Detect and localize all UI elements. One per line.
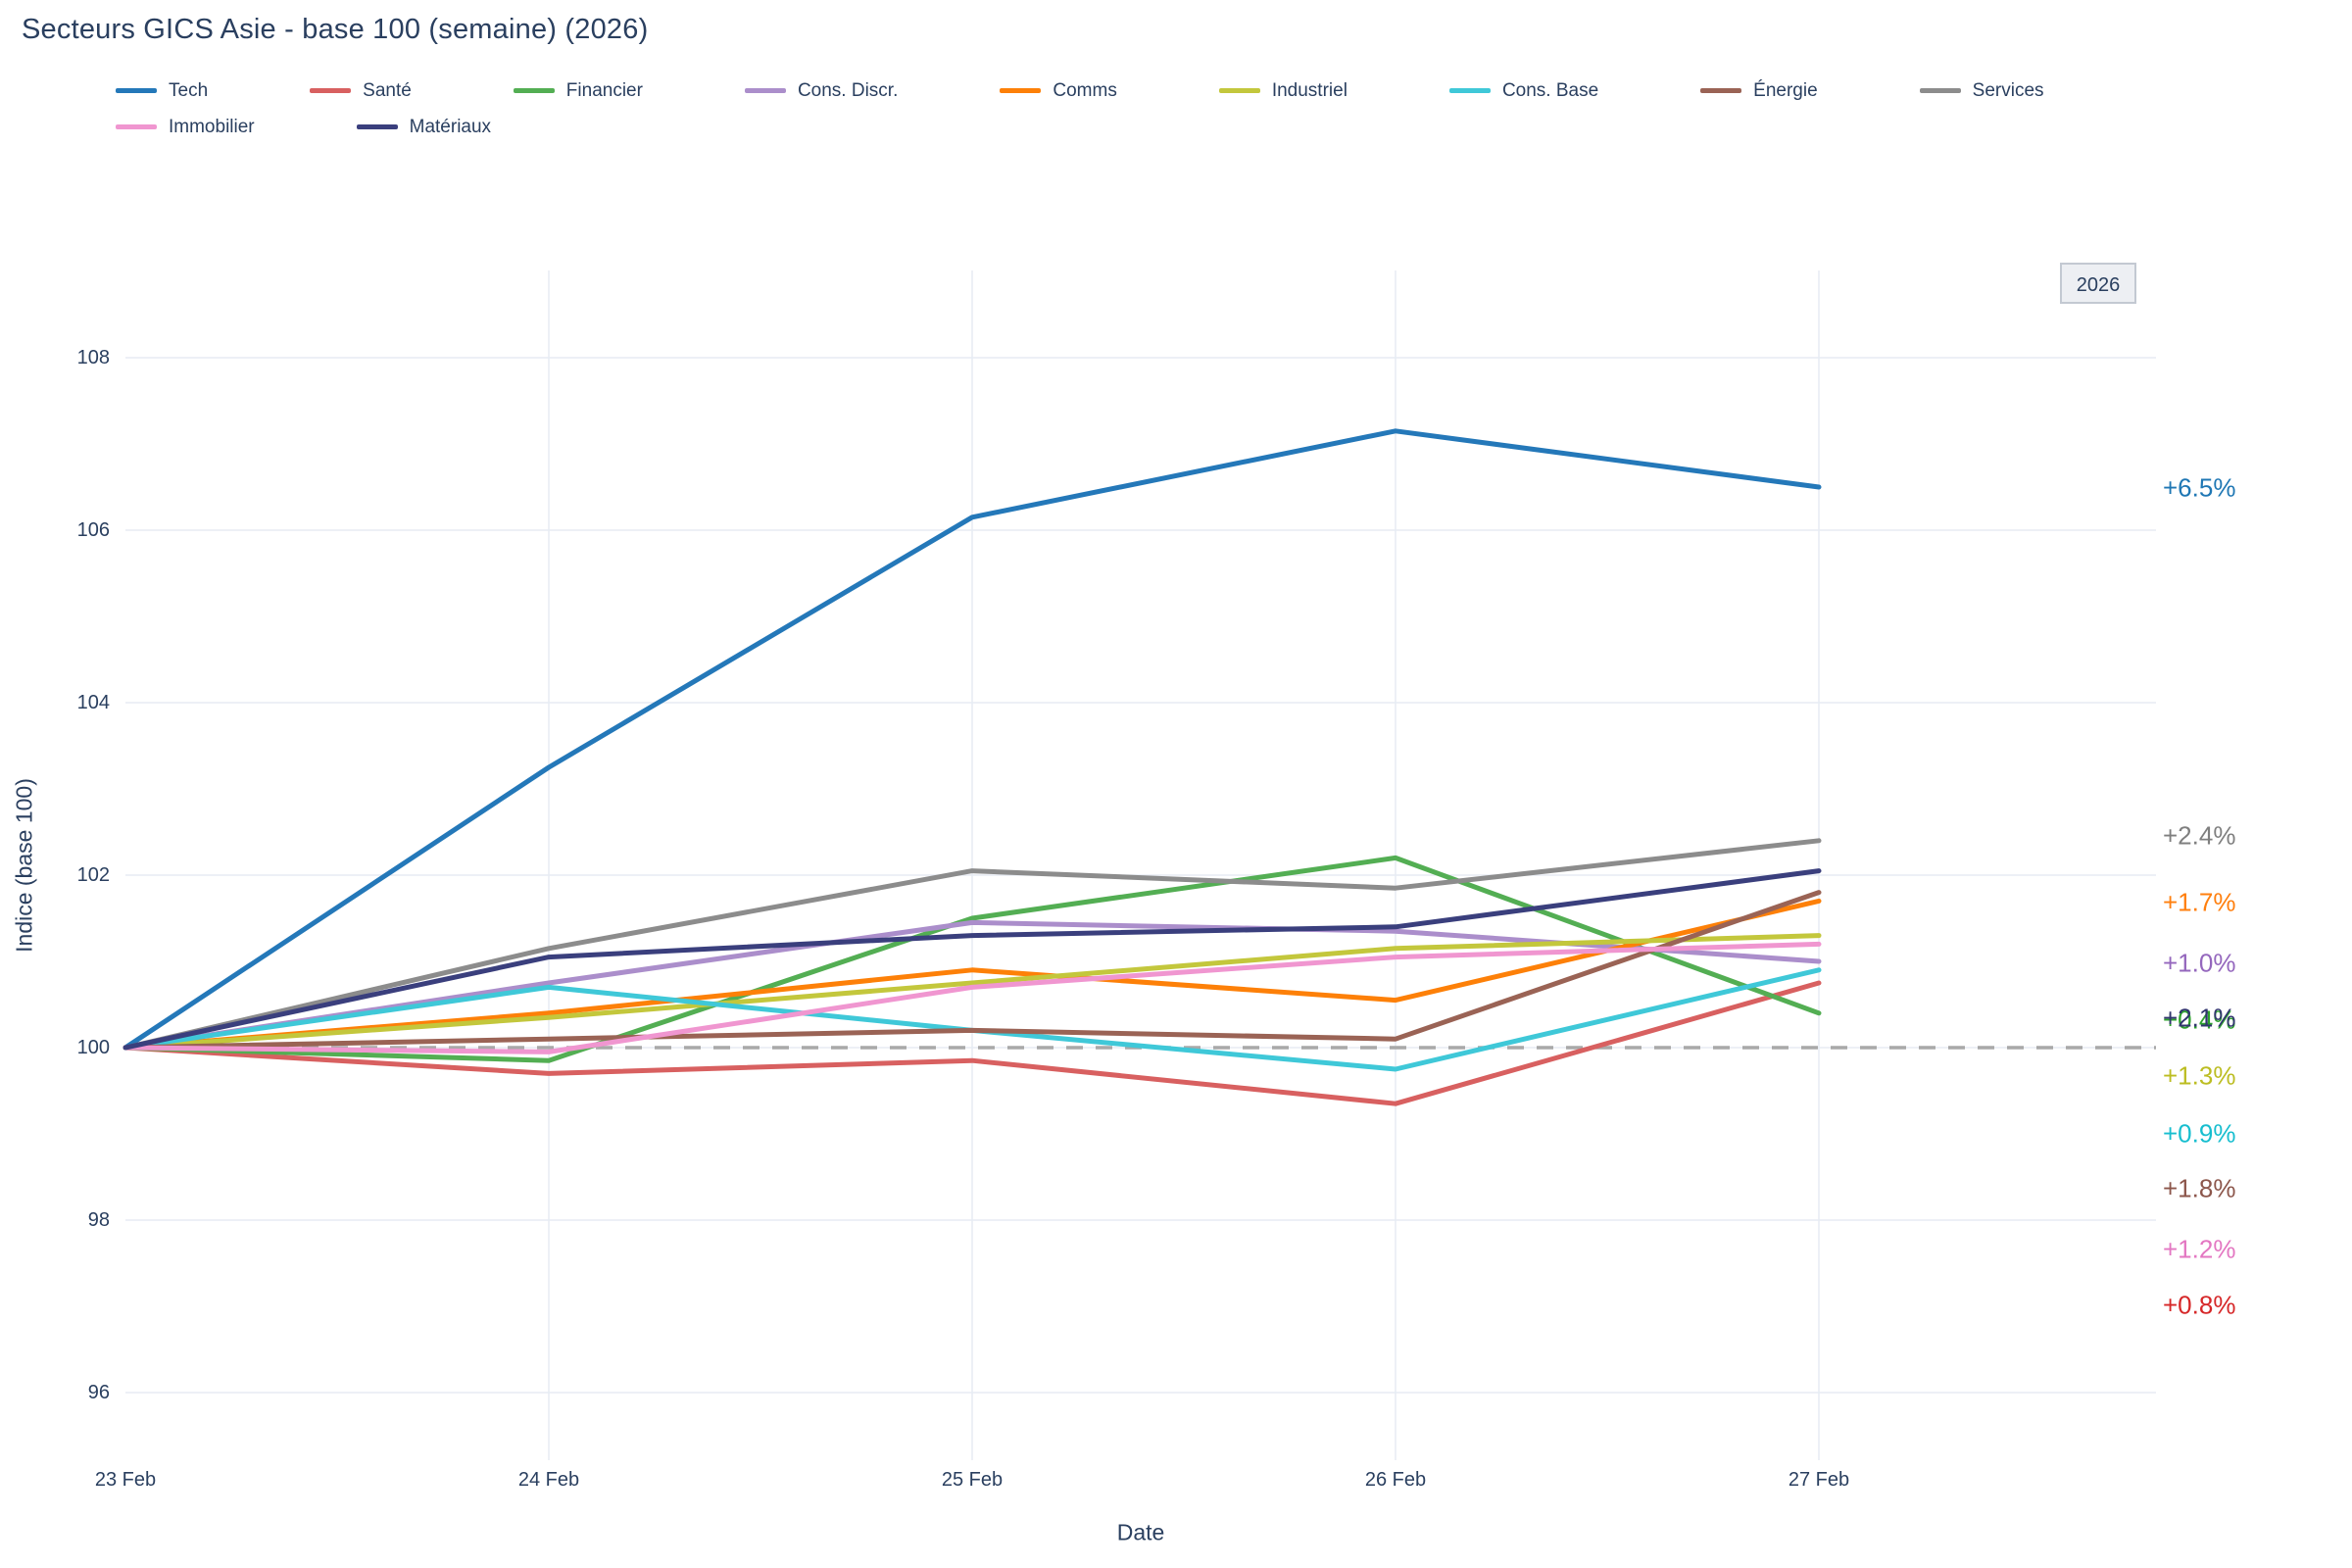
series-line-cons-discr-[interactable] xyxy=(122,919,1822,1051)
series-line-services[interactable] xyxy=(122,838,1822,1051)
series-end-label--nergie: +1.8% xyxy=(2163,1173,2236,1203)
legend-item--nergie[interactable]: Énergie xyxy=(1700,80,1818,102)
y-tick-label: 102 xyxy=(76,864,110,886)
series-line-comms[interactable] xyxy=(122,898,1822,1051)
legend-item-comms[interactable]: Comms xyxy=(1000,79,1117,102)
legend-item-label: Santé xyxy=(363,79,412,101)
series-line-mat-riaux[interactable] xyxy=(122,868,1822,1051)
series-line-immobilier[interactable] xyxy=(122,941,1822,1054)
legend-item-label: Cons. Base xyxy=(1501,79,1599,101)
x-tick-label: 27 Feb xyxy=(1788,1469,1850,1491)
legend-item-label: Services xyxy=(1972,79,2044,101)
series-end-label-cons-discr-: +1.0% xyxy=(2163,948,2236,978)
legend-swatch-icon xyxy=(1218,88,1260,93)
series-end-label-financier: +0.4% xyxy=(2163,1004,2236,1035)
legend-item-label: Immobilier xyxy=(169,116,255,137)
x-axis-title: Date xyxy=(1116,1519,1165,1545)
series-end-label-industriel: +1.3% xyxy=(2163,1060,2236,1091)
legend-item-label: Financier xyxy=(565,79,643,101)
legend-item-services[interactable]: Services xyxy=(1919,79,2044,102)
series-end-label-immobilier: +1.2% xyxy=(2163,1234,2236,1264)
y-tick-label: 108 xyxy=(76,347,110,368)
legend-row: Tech Santé Financier Cons. Discr. Comms Indus… xyxy=(116,73,2044,109)
series-end-label-comms: +1.7% xyxy=(2163,887,2236,917)
y-tick-label: 106 xyxy=(76,519,110,541)
legend-item-cons-base[interactable]: Cons. Base xyxy=(1448,79,1599,102)
series-end-label-mat-riaux: +2.1% xyxy=(2163,1003,2236,1033)
legend-swatch-icon xyxy=(116,124,157,129)
legend-item-sant-[interactable]: Santé xyxy=(310,80,412,102)
legend-row: Immobilier Matériaux xyxy=(116,109,2044,145)
legend: Tech Santé Financier Cons. Discr. Comms Indus… xyxy=(116,73,2044,145)
y-axis-title: Indice (base 100) xyxy=(11,778,37,953)
legend-item-mat-riaux[interactable]: Matériaux xyxy=(356,116,492,138)
x-tick-label: 26 Feb xyxy=(1364,1469,1427,1491)
legend-swatch-icon xyxy=(1000,88,1042,93)
legend-item-label: Énergie xyxy=(1753,79,1818,101)
year-annotation-badge: 2026 xyxy=(2060,263,2136,304)
series-end-label-cons-base: +0.9% xyxy=(2163,1118,2236,1149)
legend-item-industriel[interactable]: Industriel xyxy=(1218,79,1348,102)
y-tick-label: 96 xyxy=(87,1382,110,1403)
legend-swatch-icon xyxy=(744,88,786,93)
x-tick-label: 24 Feb xyxy=(517,1469,580,1491)
legend-item-label: Comms xyxy=(1053,79,1117,101)
legend-swatch-icon xyxy=(116,88,157,93)
x-tick-label: 23 Feb xyxy=(94,1469,157,1491)
series-line-industriel[interactable] xyxy=(122,933,1822,1051)
legend-item-label: Tech xyxy=(169,79,209,101)
legend-item-cons-discr-[interactable]: Cons. Discr. xyxy=(744,79,899,102)
y-tick-label: 104 xyxy=(76,692,110,713)
series-line--nergie[interactable] xyxy=(122,890,1822,1051)
legend-swatch-icon xyxy=(1700,88,1742,93)
series-end-label-tech: +6.5% xyxy=(2163,472,2236,503)
legend-swatch-icon xyxy=(513,88,555,93)
legend-item-label: Matériaux xyxy=(409,116,492,137)
series-line-sant-[interactable] xyxy=(122,980,1822,1106)
legend-item-tech[interactable]: Tech xyxy=(116,80,208,102)
legend-item-label: Cons. Discr. xyxy=(797,79,899,101)
y-tick-label: 98 xyxy=(87,1209,110,1231)
legend-item-label: Industriel xyxy=(1271,79,1348,101)
y-tick-label: 100 xyxy=(76,1037,110,1058)
legend-item-immobilier[interactable]: Immobilier xyxy=(116,117,255,138)
legend-swatch-icon xyxy=(1919,88,1961,93)
series-end-label-services: +2.4% xyxy=(2163,820,2236,851)
x-tick-label: 25 Feb xyxy=(941,1469,1004,1491)
legend-item-financier[interactable]: Financier xyxy=(513,79,643,102)
series-end-label-sant-: +0.8% xyxy=(2163,1290,2236,1320)
legend-swatch-icon xyxy=(310,88,352,93)
legend-swatch-icon xyxy=(1448,88,1491,93)
series-line-tech[interactable] xyxy=(122,428,1822,1051)
legend-swatch-icon xyxy=(356,124,398,129)
chart-title: Secteurs GICS Asie - base 100 (semaine) … xyxy=(22,14,649,45)
